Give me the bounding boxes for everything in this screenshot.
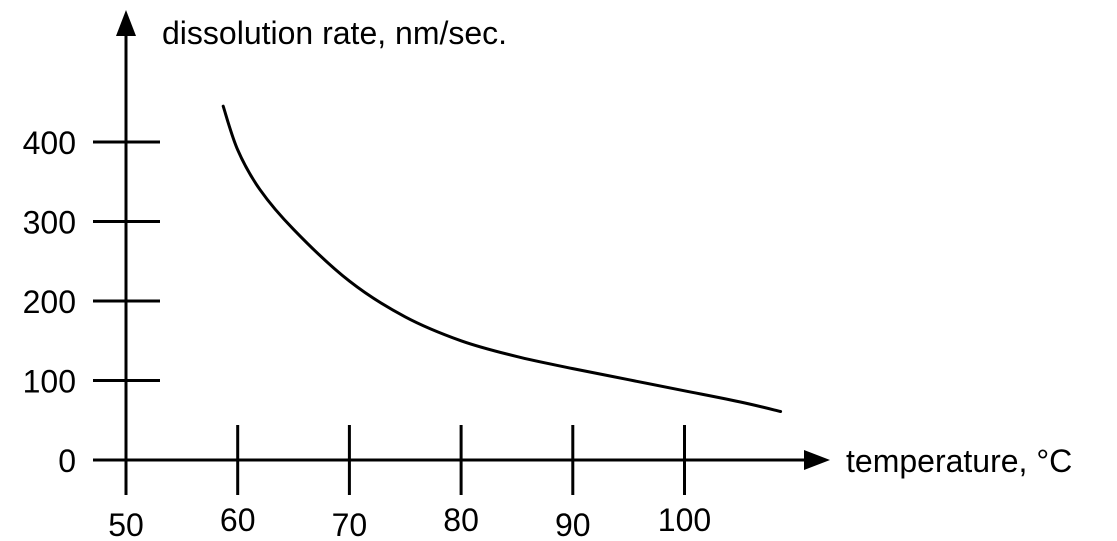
y-tick-label: 300	[23, 205, 76, 241]
x-tick-label: 50	[108, 507, 144, 541]
x-tick-label: 60	[220, 502, 256, 538]
y-tick-label: 100	[23, 364, 76, 400]
y-axis-arrow-icon	[116, 10, 136, 36]
y-axis-label: dissolution rate, nm/sec.	[162, 15, 507, 51]
y-tick-label: 200	[23, 284, 76, 320]
x-tick-label: 90	[555, 507, 591, 541]
x-axis-label: temperature, °C	[846, 443, 1072, 479]
x-tick-label: 80	[443, 502, 479, 538]
y-ticks: 0 100 200 300 400	[23, 125, 160, 479]
x-axis-arrow-icon	[804, 450, 830, 470]
dissolution-rate-curve	[221, 104, 783, 413]
x-tick-label: 70	[332, 507, 368, 541]
x-tick-label: 100	[658, 502, 711, 538]
y-tick-label: 0	[58, 443, 76, 479]
y-tick-label: 400	[23, 125, 76, 161]
x-ticks: 50 60 70 80 90 100	[108, 425, 711, 541]
